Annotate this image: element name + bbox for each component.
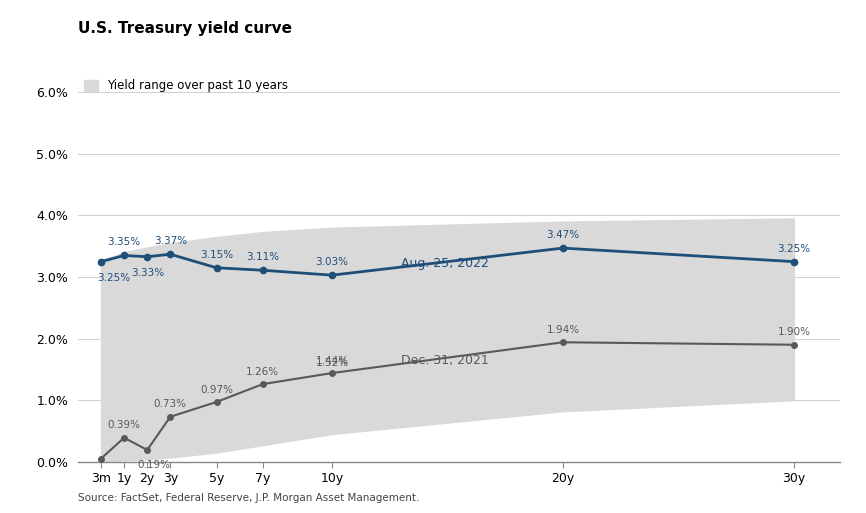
Text: 1.26%: 1.26% [246, 367, 279, 377]
Text: 1.52%: 1.52% [315, 358, 348, 368]
Text: U.S. Treasury yield curve: U.S. Treasury yield curve [78, 21, 292, 35]
Text: 3.35%: 3.35% [107, 238, 140, 247]
Text: 0.97%: 0.97% [200, 385, 233, 394]
Text: 1.44%: 1.44% [315, 356, 348, 366]
Text: 1.94%: 1.94% [546, 325, 579, 335]
Text: 0.39%: 0.39% [107, 420, 140, 430]
Text: 3.47%: 3.47% [546, 230, 579, 240]
Text: 3.11%: 3.11% [246, 252, 279, 262]
Text: Dec. 31, 2021: Dec. 31, 2021 [401, 353, 489, 367]
Text: 3.03%: 3.03% [315, 257, 348, 267]
Legend: Yield range over past 10 years: Yield range over past 10 years [84, 80, 288, 92]
Text: 3.25%: 3.25% [778, 244, 811, 253]
Text: 3.25%: 3.25% [98, 273, 131, 283]
Text: 3.33%: 3.33% [131, 268, 164, 278]
Text: 0.73%: 0.73% [154, 400, 187, 409]
Text: Source: FactSet, Federal Reserve, J.P. Morgan Asset Management.: Source: FactSet, Federal Reserve, J.P. M… [78, 493, 419, 503]
Text: Aug. 25, 2022: Aug. 25, 2022 [401, 257, 489, 270]
Text: 0.19%: 0.19% [138, 461, 171, 470]
Text: 3.37%: 3.37% [154, 236, 187, 246]
Text: 3.15%: 3.15% [200, 250, 233, 260]
Text: 1.90%: 1.90% [778, 327, 811, 338]
